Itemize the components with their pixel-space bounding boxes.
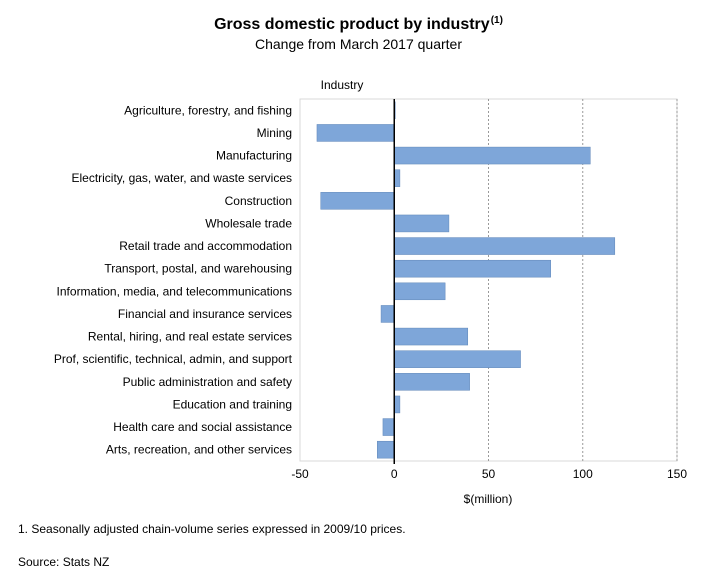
- title-footnote-marker: (1): [490, 15, 503, 26]
- bar: [394, 214, 450, 233]
- category-label: Financial and insurance services: [118, 307, 292, 321]
- category-label: Public administration and safety: [123, 375, 292, 389]
- category-axis-label: Industry: [321, 78, 364, 92]
- category-label: Retail trade and accommodation: [119, 239, 292, 253]
- category-label: Construction: [225, 194, 292, 208]
- x-tick-label: 0: [391, 467, 398, 481]
- category-label: Wholesale trade: [205, 216, 292, 230]
- category-label: Prof, scientific, technical, admin, and …: [54, 352, 293, 366]
- bar: [394, 282, 446, 301]
- source-note: Source: Stats NZ: [18, 555, 110, 569]
- chart-title: Gross domestic product by industry(1): [0, 12, 717, 34]
- bar: [382, 418, 395, 436]
- x-tick-label: 100: [573, 467, 593, 481]
- chart-title-text: Gross domestic product by industry: [214, 16, 490, 33]
- category-label: Information, media, and telecommunicatio…: [57, 284, 292, 298]
- category-label: Manufacturing: [216, 149, 292, 163]
- bar: [394, 373, 470, 391]
- bar: [380, 305, 395, 323]
- category-label: Education and training: [173, 397, 292, 411]
- bar: [394, 327, 469, 346]
- bar: [394, 146, 591, 165]
- chart-subtitle: Change from March 2017 quarter: [255, 36, 462, 52]
- x-tick-label: -50: [291, 467, 309, 481]
- bar: [394, 169, 401, 187]
- category-label: Transport, postal, and warehousing: [104, 262, 292, 276]
- category-label: Rental, hiring, and real estate services: [88, 330, 292, 344]
- category-label: Arts, recreation, and other services: [106, 443, 292, 457]
- bar: [394, 237, 616, 255]
- x-axis-label: $(million): [464, 492, 513, 506]
- category-label: Health care and social assistance: [113, 420, 292, 434]
- x-tick-label: 150: [667, 467, 687, 481]
- x-tick-label: 50: [482, 467, 496, 481]
- category-label: Electricity, gas, water, and waste servi…: [71, 171, 292, 185]
- bar: [316, 124, 395, 142]
- bar: [377, 440, 395, 459]
- category-label: Mining: [257, 126, 292, 140]
- chart-title-block: Gross domestic product by industry(1) Ch…: [0, 12, 717, 53]
- footnote: 1. Seasonally adjusted chain-volume seri…: [18, 522, 406, 536]
- bar: [320, 192, 395, 210]
- bar: [394, 350, 521, 368]
- bar: [394, 259, 551, 278]
- category-label: Agriculture, forestry, and fishing: [124, 103, 292, 117]
- bar-chart: Agriculture, forestry, and fishing Mining…: [54, 78, 687, 506]
- bar: [394, 395, 401, 414]
